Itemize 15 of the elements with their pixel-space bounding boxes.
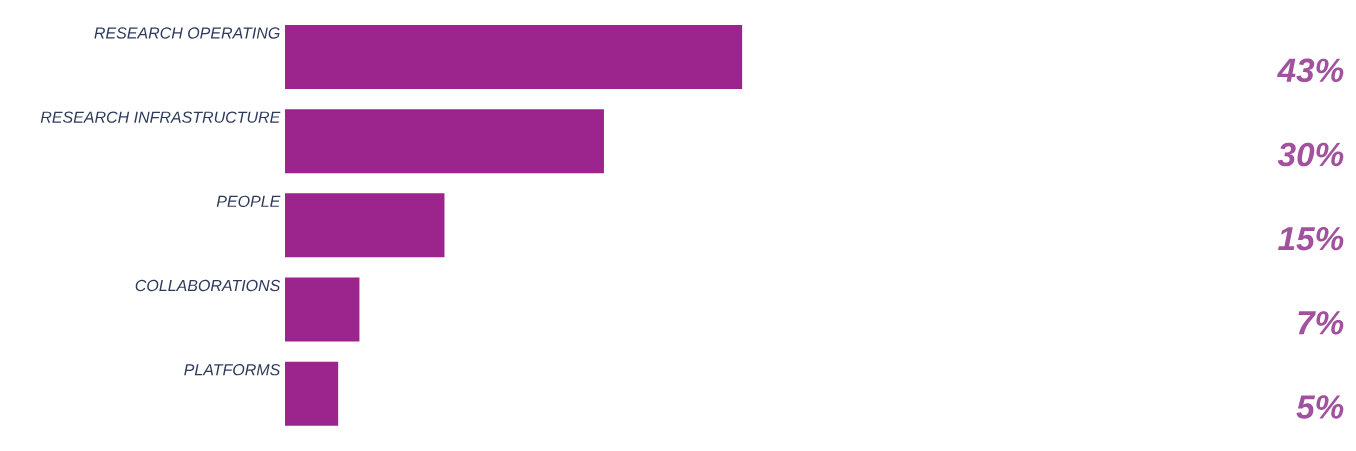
data-label: 43% [1277, 58, 1344, 83]
data-label: 15% [1278, 227, 1344, 251]
bar [285, 109, 604, 174]
y-tick-label: RESEARCH OPERATING [94, 27, 280, 39]
data-label: 7% [1298, 311, 1344, 335]
y-tick-label: COLLABORATIONS [135, 280, 281, 292]
bar [285, 25, 743, 90]
y-tick-label: PLATFORMS [184, 364, 281, 376]
y-tick-label: RESEARCH INFRASTRUCTURE [40, 111, 281, 123]
bar [285, 277, 360, 342]
bar [285, 193, 445, 258]
bar [285, 361, 339, 426]
y-tick-label: PEOPLE [216, 195, 281, 208]
data-label: 30% [1277, 142, 1344, 167]
data-label: 5% [1296, 395, 1344, 419]
